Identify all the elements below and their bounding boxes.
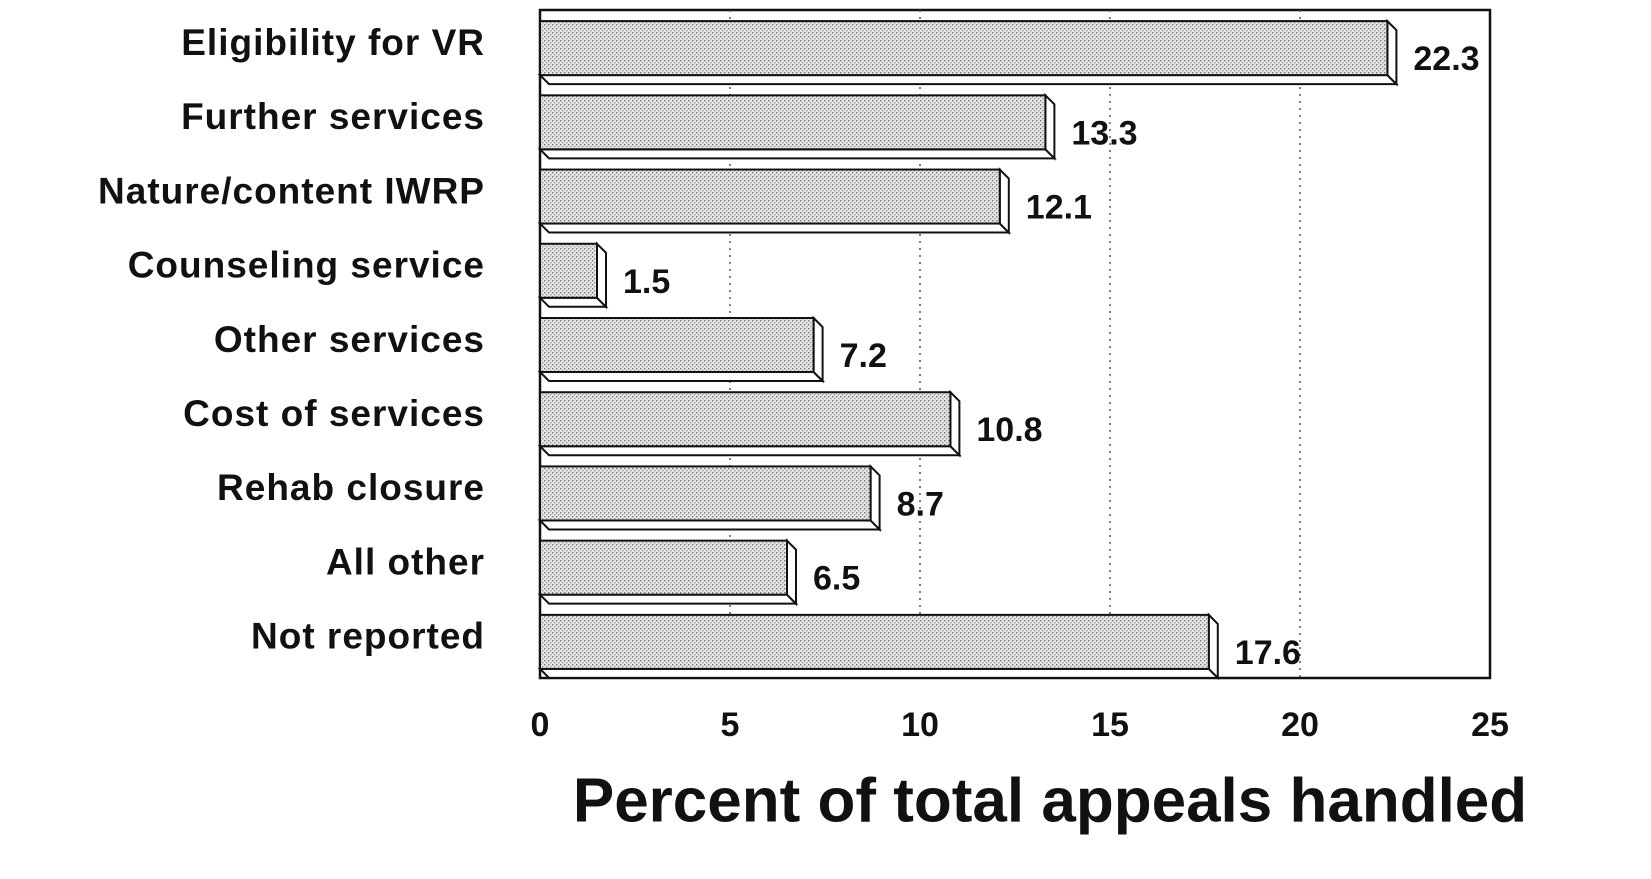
y-tick-label: Cost of services <box>183 393 485 434</box>
bar <box>539 242 598 299</box>
x-tick-label: 15 <box>1091 706 1129 744</box>
x-tick-label: 20 <box>1281 706 1319 744</box>
bar-depth <box>537 222 1012 234</box>
y-tick-label: Other services <box>214 319 485 360</box>
value-label: 17.6 <box>1235 634 1301 672</box>
bar-depth <box>537 593 799 605</box>
bar <box>539 317 815 373</box>
bar <box>539 613 1210 670</box>
bar-side <box>1207 612 1219 681</box>
y-tick-label: All other <box>326 541 485 582</box>
bar-depth <box>537 148 1057 160</box>
bar <box>539 20 1389 77</box>
bar-depth <box>537 371 826 382</box>
bar-side <box>786 538 797 607</box>
x-axis-title: Percent of total appeals handled <box>573 766 1527 835</box>
bar-side <box>596 241 607 310</box>
y-tick-label: Not reported <box>251 616 485 657</box>
y-tick-label: Counseling service <box>128 245 485 286</box>
value-label: 10.8 <box>976 411 1042 449</box>
bar-side <box>812 315 824 384</box>
value-label: 12.1 <box>1026 189 1092 227</box>
x-tick-label: 0 <box>531 706 550 744</box>
bar <box>539 465 872 522</box>
value-label: 1.5 <box>623 263 670 301</box>
bar-depth <box>537 296 609 308</box>
bar <box>539 391 952 448</box>
bar-side <box>998 167 1010 235</box>
bar <box>539 539 788 596</box>
y-tick-label: Further services <box>181 96 485 137</box>
value-label: 6.5 <box>813 560 860 598</box>
value-label: 13.3 <box>1071 114 1137 152</box>
bar-side <box>1386 18 1398 87</box>
bar-depth <box>537 445 962 457</box>
bar-side <box>949 389 961 458</box>
bar-depth <box>537 667 1221 679</box>
y-tick-label: Nature/content IWRP <box>98 170 485 211</box>
bar-depth <box>537 74 1399 86</box>
bar <box>539 168 1001 225</box>
bar-side <box>1044 92 1056 161</box>
y-tick-label: Rehab closure <box>217 467 485 508</box>
value-label: 7.2 <box>840 337 887 375</box>
value-label: 8.7 <box>897 485 944 523</box>
x-tick-label: 5 <box>721 706 740 744</box>
y-tick-label: Eligibility for VR <box>181 22 485 63</box>
x-tick-label: 25 <box>1471 706 1509 744</box>
bar-side <box>869 464 881 532</box>
bar-depth <box>537 519 883 531</box>
x-tick-label: 10 <box>901 706 939 744</box>
bar <box>539 94 1047 151</box>
value-label: 22.3 <box>1413 40 1479 78</box>
